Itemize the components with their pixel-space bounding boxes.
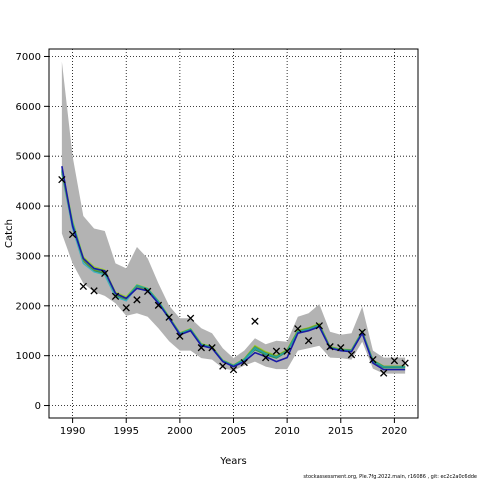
observed-point-stroke bbox=[229, 365, 238, 374]
observed-point-stroke bbox=[165, 313, 173, 321]
observed-point bbox=[369, 355, 377, 364]
observed-point-stroke bbox=[176, 332, 184, 340]
observed-point bbox=[68, 230, 77, 239]
observed-point-stroke bbox=[304, 337, 313, 345]
observed-point-stroke bbox=[380, 369, 388, 377]
observed-point bbox=[229, 365, 238, 374]
observed-point bbox=[165, 313, 173, 321]
observed-point-stroke bbox=[251, 317, 259, 325]
observed-point bbox=[144, 287, 152, 296]
observed-point bbox=[304, 337, 313, 345]
observed-point-stroke bbox=[240, 358, 248, 367]
observed-point bbox=[58, 175, 66, 184]
y-tick-label: 2000 bbox=[16, 301, 41, 312]
observed-point bbox=[240, 358, 248, 367]
observed-point-stroke bbox=[262, 354, 270, 362]
observed-point bbox=[251, 317, 259, 325]
observed-catch-points bbox=[58, 175, 409, 377]
observed-point bbox=[219, 362, 227, 370]
observed-point-stroke bbox=[68, 230, 77, 239]
observed-point-stroke bbox=[294, 325, 302, 333]
observed-point bbox=[122, 304, 130, 312]
observed-point-stroke bbox=[101, 269, 109, 278]
x-tick-label: 2015 bbox=[328, 426, 353, 437]
observed-point-stroke bbox=[186, 314, 195, 322]
observed-point bbox=[294, 325, 302, 333]
observed-point bbox=[358, 328, 366, 336]
observed-point-stroke bbox=[133, 296, 141, 304]
observed-point bbox=[208, 344, 216, 352]
observed-point bbox=[380, 369, 388, 377]
observed-point bbox=[283, 347, 291, 355]
x-tick-label: 2000 bbox=[167, 426, 192, 437]
x-tick-label: 2010 bbox=[274, 426, 299, 437]
observed-point bbox=[326, 343, 334, 351]
observed-point-stroke bbox=[369, 355, 377, 364]
y-tick-label: 7000 bbox=[16, 52, 41, 63]
x-tick-label: 1990 bbox=[60, 426, 85, 437]
observed-point-stroke bbox=[326, 343, 334, 351]
observed-point bbox=[154, 301, 163, 309]
observed-point bbox=[262, 354, 270, 362]
x-tick-label: 1995 bbox=[114, 426, 139, 437]
observed-point-stroke bbox=[79, 282, 87, 291]
observed-point-stroke bbox=[315, 322, 323, 330]
confidence-band bbox=[61, 61, 406, 374]
x-axis-label: Years bbox=[219, 456, 246, 467]
observed-point-stroke bbox=[144, 287, 152, 296]
observed-point bbox=[315, 322, 323, 330]
observed-point bbox=[186, 314, 195, 322]
observed-point bbox=[79, 282, 87, 291]
y-tick-label: 1000 bbox=[16, 351, 41, 362]
observed-point-stroke bbox=[208, 344, 216, 352]
observed-point-stroke bbox=[272, 347, 281, 355]
observed-point bbox=[133, 296, 141, 304]
observed-point bbox=[272, 347, 281, 355]
x-tick-label: 2020 bbox=[382, 426, 407, 437]
observed-point bbox=[197, 344, 205, 352]
confidence-band-area bbox=[61, 61, 406, 374]
observed-point-stroke bbox=[358, 328, 366, 336]
observed-point-stroke bbox=[90, 287, 98, 295]
x-axis: 1990 1995 2000 2005 2010 2015 2020 bbox=[60, 418, 407, 437]
observed-point-stroke bbox=[390, 356, 399, 365]
y-tick-label: 0 bbox=[35, 401, 41, 412]
observed-point bbox=[401, 359, 409, 367]
x-tick-label: 2005 bbox=[221, 426, 246, 437]
y-tick-label: 4000 bbox=[16, 202, 41, 213]
y-axis-label: Catch bbox=[4, 219, 15, 248]
observed-point bbox=[337, 344, 345, 352]
observed-point-stroke bbox=[58, 175, 66, 184]
y-tick-label: 6000 bbox=[16, 102, 41, 113]
y-tick-label: 3000 bbox=[16, 251, 41, 262]
observed-point-stroke bbox=[283, 347, 291, 355]
footer-credit: stockassessment.org, Ple.7fg.2022.main, … bbox=[303, 474, 477, 480]
observed-point bbox=[90, 287, 98, 295]
y-tick-label: 5000 bbox=[16, 152, 41, 163]
estimated-catch-line bbox=[61, 166, 406, 371]
observed-point bbox=[347, 351, 356, 359]
estimated-catch-series bbox=[61, 166, 406, 371]
observed-point-stroke bbox=[111, 292, 120, 300]
observed-point-stroke bbox=[337, 344, 345, 352]
observed-point-stroke bbox=[122, 304, 130, 312]
observed-point bbox=[101, 269, 109, 278]
observed-point-stroke bbox=[347, 351, 356, 359]
observed-point-stroke bbox=[154, 301, 163, 309]
observed-point bbox=[390, 356, 399, 365]
observed-point-stroke bbox=[197, 344, 205, 352]
observed-point-stroke bbox=[219, 362, 227, 370]
y-axis: 0 1000 2000 3000 4000 5000 6000 7000 bbox=[16, 52, 49, 412]
observed-point bbox=[111, 292, 120, 300]
observed-point-stroke bbox=[401, 359, 409, 367]
observed-point bbox=[176, 332, 184, 340]
